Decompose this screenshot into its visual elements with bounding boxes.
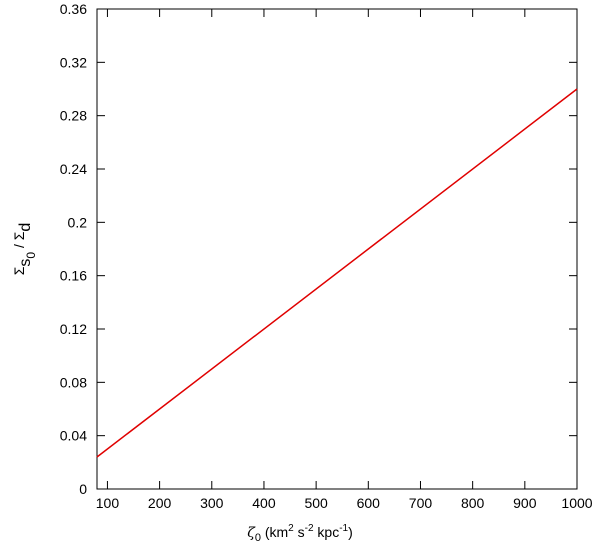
x-tick-label: 700	[409, 495, 433, 511]
y-label-part: 0	[24, 252, 38, 259]
y-label-part: s	[17, 259, 34, 267]
y-tick-label: 0.24	[60, 161, 87, 177]
y-axis-label: Σs0 / Σd	[11, 223, 38, 276]
x-label-part: (km	[261, 524, 288, 540]
y-tick-label: 0.12	[60, 321, 87, 337]
x-tick-label: 500	[304, 495, 328, 511]
x-label-part: 2	[288, 523, 294, 534]
x-label-part: s	[294, 524, 305, 540]
x-label-part: ζ	[247, 525, 256, 541]
x-tick-label: 100	[96, 495, 120, 511]
y-tick-label: 0.04	[60, 428, 87, 444]
x-label-part: -1	[339, 523, 348, 534]
y-tick-label: 0.28	[60, 108, 87, 124]
x-label-part: 0	[255, 532, 261, 544]
x-tick-label: 200	[148, 495, 172, 511]
x-tick-label: 800	[461, 495, 485, 511]
y-label-part: Σ	[11, 266, 27, 275]
x-tick-label: 600	[357, 495, 381, 511]
y-tick-label: 0	[79, 481, 87, 497]
x-tick-label: 900	[513, 495, 537, 511]
x-tick-label: 1000	[561, 495, 592, 511]
y-tick-label: 0.36	[60, 1, 87, 17]
x-tick-label: 300	[200, 495, 224, 511]
x-axis-label: ζ0 (km2 s-2 kpc-1)	[247, 523, 353, 544]
y-tick-label: 0.2	[68, 214, 88, 230]
data-line	[96, 88, 578, 458]
x-label-part: -2	[305, 523, 314, 534]
y-label-part: d	[17, 223, 34, 232]
y-tick-label: 0.32	[60, 54, 87, 70]
x-label-part: kpc	[314, 524, 340, 540]
y-tick-label: 0.08	[60, 374, 87, 390]
plot-frame	[96, 8, 578, 490]
x-tick-label: 400	[252, 495, 276, 511]
y-label-part: / Σ	[11, 231, 27, 252]
y-tick-label: 0.16	[60, 268, 87, 284]
x-label-part: )	[348, 524, 353, 540]
